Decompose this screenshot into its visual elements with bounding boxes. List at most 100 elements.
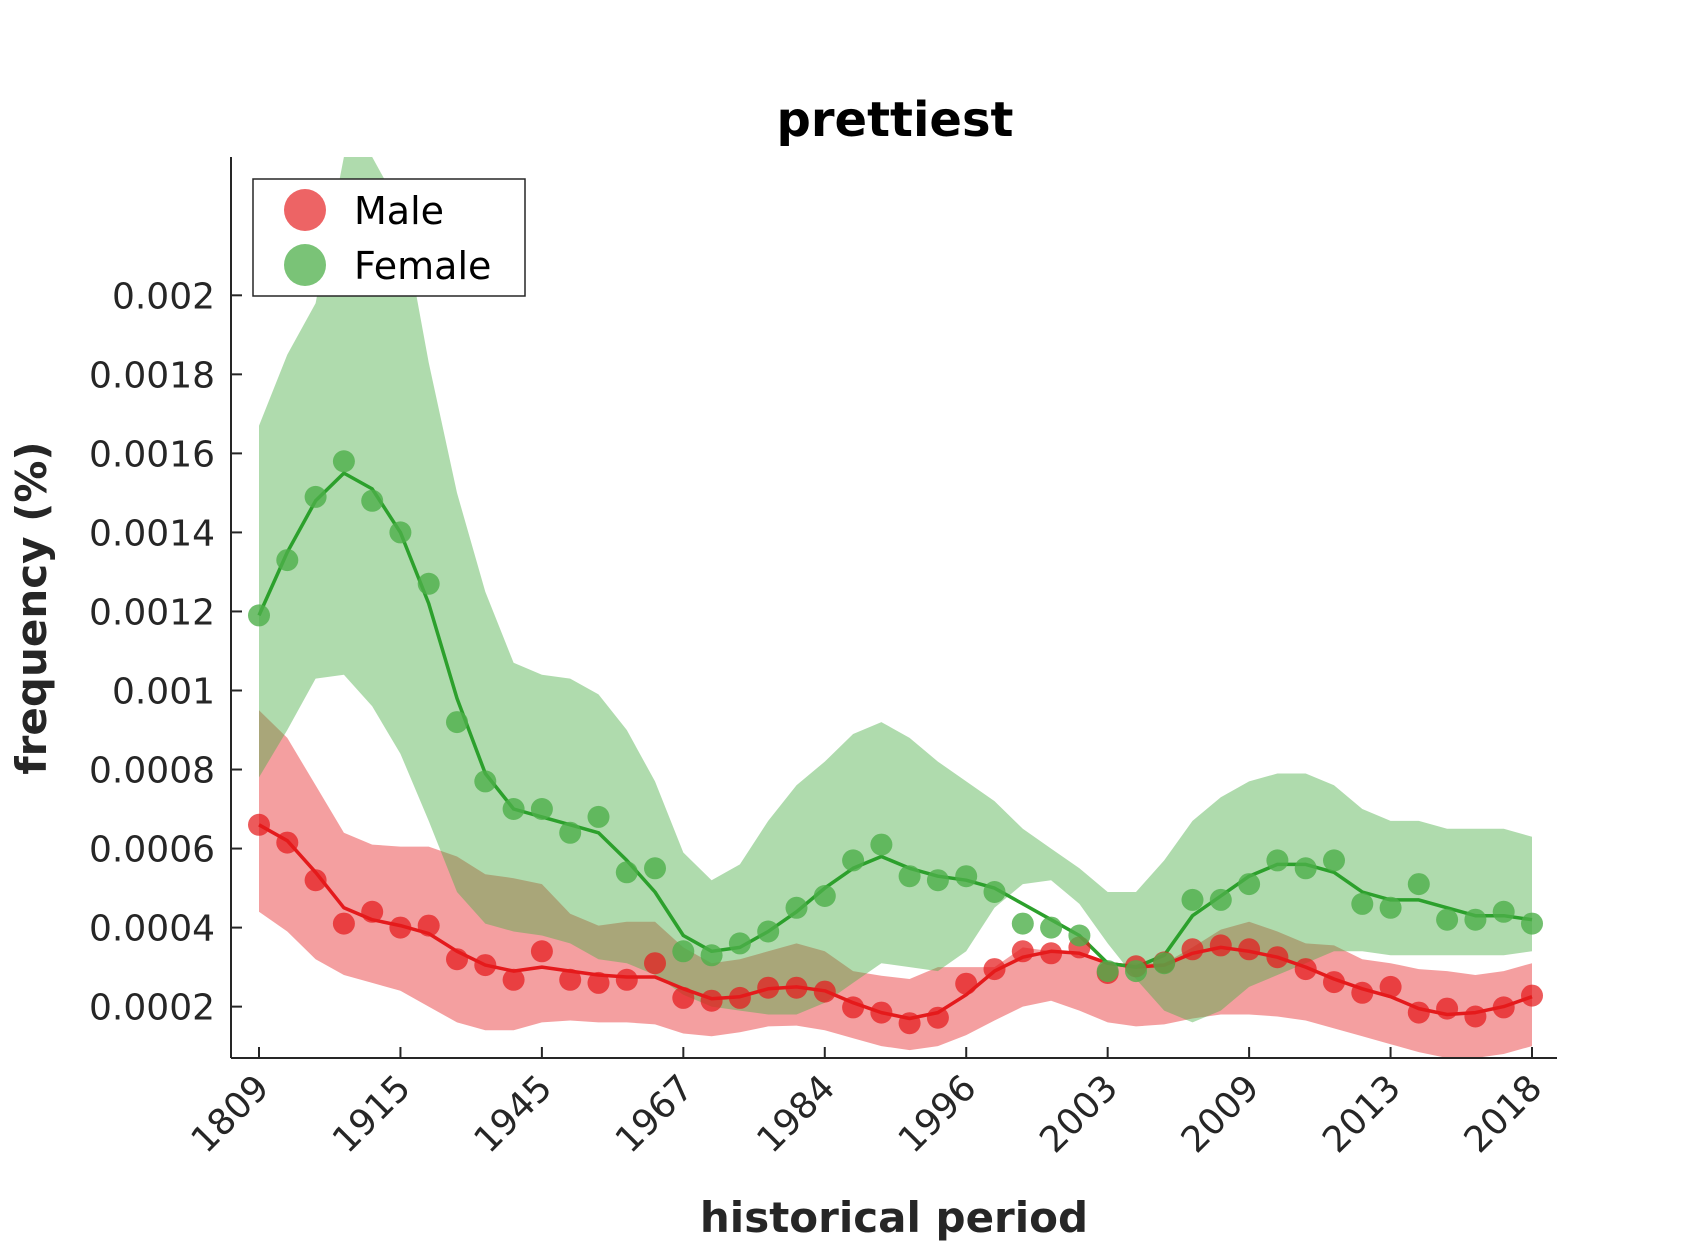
female-data-point — [389, 521, 412, 544]
female-data-point — [587, 805, 610, 828]
male-data-point — [417, 914, 440, 937]
male-data-point — [1492, 996, 1515, 1019]
female-data-point — [417, 572, 440, 595]
female-data-point — [983, 881, 1006, 903]
male-data-point — [926, 1006, 949, 1029]
male-data-point — [1011, 940, 1034, 963]
female-data-point — [1209, 888, 1232, 911]
male-data-point — [955, 972, 978, 995]
male-data-point — [785, 976, 808, 999]
female-band — [259, 157, 1532, 1023]
male-data-point — [1294, 958, 1317, 981]
y-tick-label: 0.0002 — [89, 988, 215, 1029]
male-data-point — [276, 831, 299, 854]
male-data-point — [1351, 981, 1374, 1004]
male-trend-line — [258, 823, 1533, 1021]
male-data-point — [728, 986, 751, 1009]
female-data-point — [1379, 896, 1402, 919]
legend: Male Female — [252, 178, 526, 297]
male-data-point — [1266, 946, 1289, 969]
female-data-point — [672, 940, 695, 963]
legend-label-female: Female — [354, 244, 491, 288]
female-trend-line — [257, 471, 1533, 969]
y-tick-label: 0.001 — [112, 671, 215, 712]
male-data-point — [1181, 938, 1204, 961]
female-data-point — [1294, 857, 1317, 880]
female-data-point — [1521, 912, 1543, 935]
female-data-point — [1464, 908, 1487, 931]
male-data-point — [361, 900, 384, 923]
y-axis-ticks: 0.0002 0.0004 0.0006 0.0008 0.001 0.0012 0.001… — [89, 276, 242, 1029]
female-data-point — [870, 833, 893, 856]
female-data-point — [530, 798, 553, 820]
legend-label-male: Male — [354, 189, 444, 233]
x-axis-title: historical period — [700, 1193, 1088, 1242]
male-data-point — [1464, 1005, 1487, 1028]
female-data-point — [700, 944, 723, 967]
female-data-point — [1351, 892, 1374, 915]
male-data-point — [502, 968, 525, 991]
male-data-point — [813, 980, 836, 1003]
female-data-point — [1492, 900, 1515, 923]
male-data-point — [446, 948, 468, 971]
female-data-point — [955, 865, 978, 888]
y-tick-label: 0.0014 — [89, 513, 215, 554]
male-data-point — [1323, 971, 1345, 994]
female-data-point — [559, 821, 582, 844]
female-data-point — [1153, 952, 1176, 975]
male-data-point — [757, 976, 780, 999]
female-data-point — [474, 770, 497, 793]
male-data-point — [842, 996, 865, 1019]
male-data-point — [644, 952, 666, 975]
female-data-point — [1068, 924, 1091, 947]
legend-marker-male — [284, 189, 326, 231]
female-data-point — [1436, 908, 1459, 931]
male-data-point — [870, 1001, 893, 1024]
female-data-point — [276, 549, 299, 572]
female-data-point — [502, 798, 525, 820]
female-data-point — [898, 865, 921, 888]
female-data-point — [361, 489, 384, 512]
male-data-point — [1436, 997, 1459, 1020]
male-data-point — [1209, 934, 1232, 957]
y-tick-label: 0.0008 — [89, 751, 215, 792]
legend-item-male: Male — [284, 189, 444, 233]
female-data-point — [615, 861, 638, 884]
male-data-point — [248, 813, 270, 836]
male-data-point — [1238, 938, 1261, 961]
male-data-point — [898, 1012, 921, 1035]
y-tick-label: 0.0006 — [89, 830, 215, 871]
female-data-point — [926, 869, 949, 892]
female-data-point — [842, 849, 865, 872]
male-data-point — [389, 916, 412, 939]
female-data-point — [757, 920, 780, 943]
male-data-point — [587, 971, 610, 994]
male-data-point — [615, 968, 638, 991]
y-axis-title: frequency (%) — [7, 441, 56, 774]
y-tick-label: 0.002 — [112, 276, 215, 317]
data-markers — [248, 450, 1543, 1035]
y-tick-label: 0.0004 — [89, 909, 215, 950]
legend-marker-female — [284, 244, 326, 286]
male-data-point — [304, 869, 327, 892]
female-data-point — [813, 885, 836, 907]
female-data-point — [728, 932, 751, 955]
female-data-point — [1040, 916, 1063, 939]
male-data-point — [332, 912, 355, 935]
female-data-point — [1181, 888, 1204, 911]
y-tick-label: 0.0012 — [89, 592, 215, 633]
male-data-point — [1040, 942, 1063, 965]
plot-area — [248, 157, 1543, 1058]
male-data-point — [474, 954, 497, 977]
male-data-point — [1379, 975, 1402, 998]
female-data-point — [1266, 849, 1289, 872]
female-data-point — [446, 711, 468, 734]
female-data-point — [1407, 873, 1430, 896]
female-data-point — [785, 896, 808, 919]
male-data-point — [1407, 1001, 1430, 1024]
male-data-point — [559, 968, 582, 991]
chart-title: prettiest — [777, 92, 1014, 148]
male-data-point — [672, 986, 695, 1009]
y-tick-label: 0.0016 — [89, 434, 215, 475]
